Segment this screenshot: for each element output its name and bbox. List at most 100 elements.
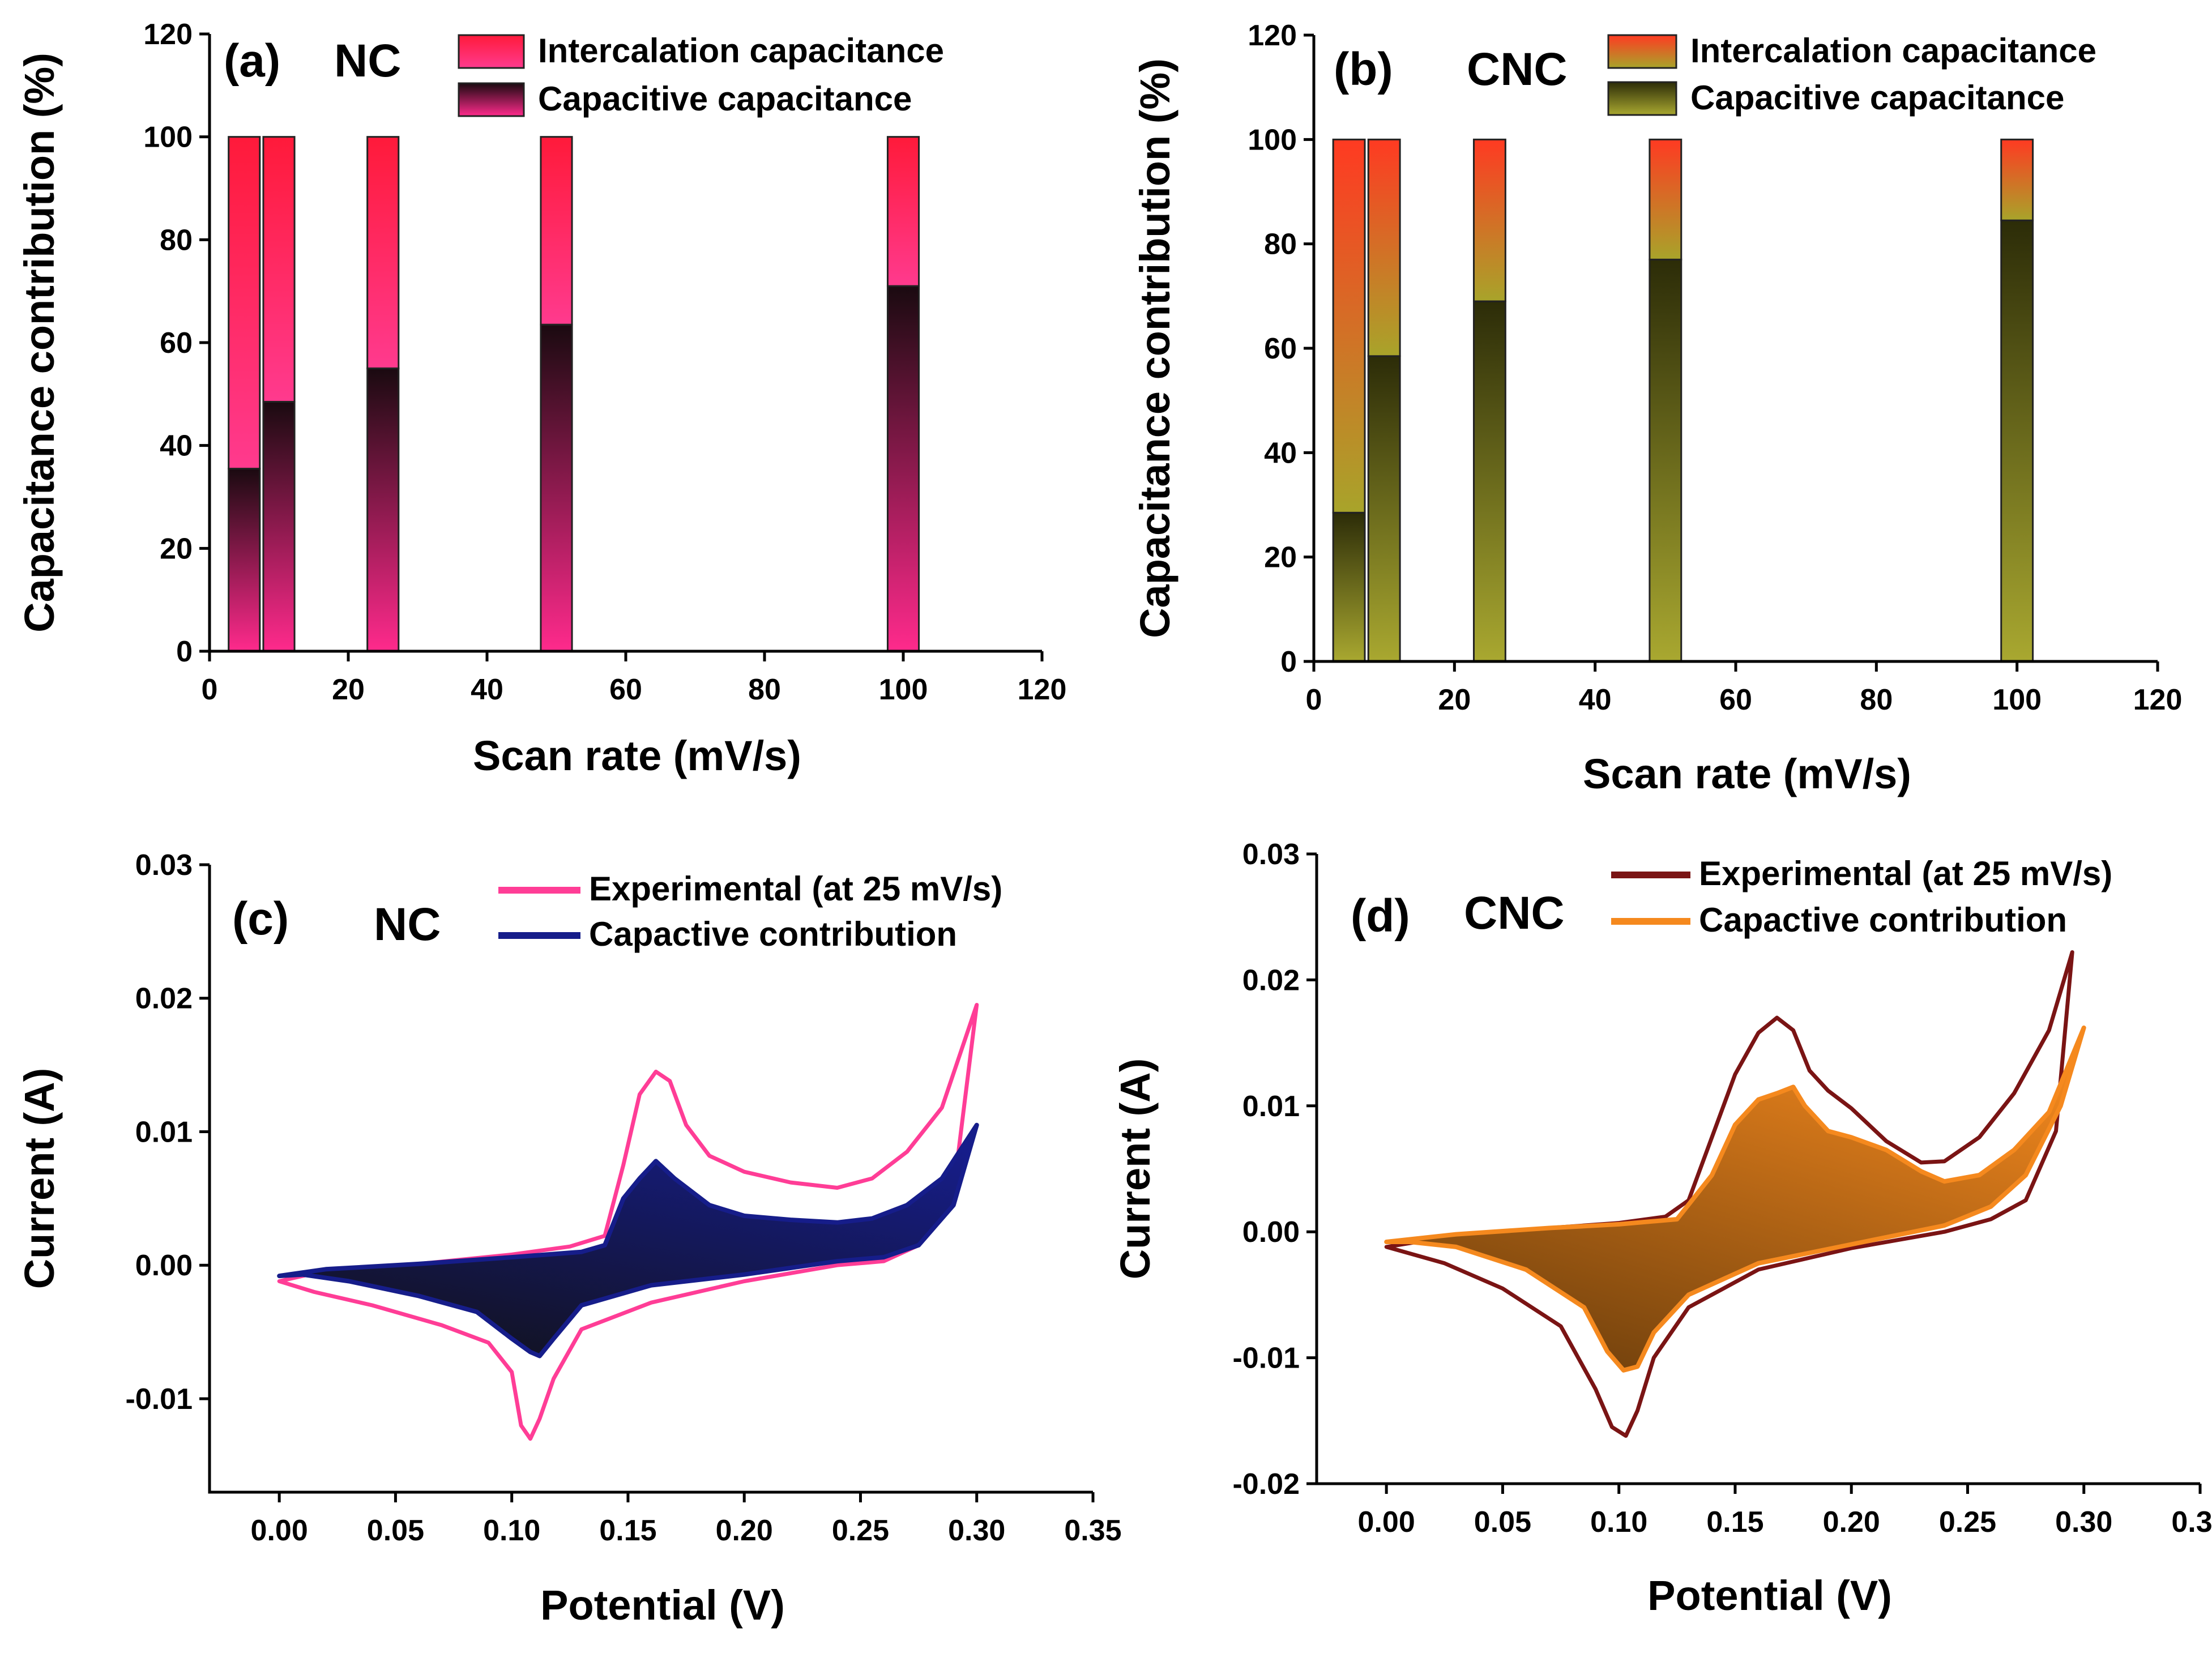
panel-label: (d) xyxy=(1351,890,1410,942)
y-tick-label: 0 xyxy=(1280,646,1297,678)
x-tick-label: 0.30 xyxy=(2055,1506,2112,1539)
x-tick-label: 60 xyxy=(1719,684,1752,716)
sample-label: NC xyxy=(334,35,401,87)
legend-label-capacitive: Capacitive capacitance xyxy=(1690,79,2064,117)
y-tick-label: -0.02 xyxy=(1232,1468,1300,1501)
panel-a-scan-rate-bar-chart: Intercalation capacitance Capacitive capa… xyxy=(16,18,1066,779)
y-tick-label: 80 xyxy=(160,224,193,257)
capacitive-bar-5 xyxy=(1332,511,1366,663)
x-tick-label: 0.25 xyxy=(832,1514,889,1547)
y-tick-label: 60 xyxy=(160,327,193,360)
x-tick-label: 20 xyxy=(1438,684,1471,716)
legend-label-capacitive: Capactive contribution xyxy=(1699,901,2067,939)
y-tick-label: -0.01 xyxy=(125,1383,193,1416)
legend-label-intercalation: Intercalation capacitance xyxy=(1690,32,2096,70)
x-tick-label: 0.10 xyxy=(1590,1506,1647,1539)
x-tick-label: 60 xyxy=(609,673,642,706)
x-axis-label: Scan rate (mV/s) xyxy=(1583,750,1911,797)
panel-c-cv-curve-chart: Experimental (at 25 mV/s) Capactive contr… xyxy=(16,849,1122,1629)
y-tick-label: 0.01 xyxy=(135,1116,193,1148)
x-tick-label: 80 xyxy=(748,673,781,706)
legend-label-experimental: Experimental (at 25 mV/s) xyxy=(589,870,1002,908)
x-tick-label: 120 xyxy=(1018,673,1067,706)
capacitive-bar-5 xyxy=(228,468,261,652)
y-tick-label: 0.01 xyxy=(1242,1090,1300,1123)
y-tick-label: 100 xyxy=(143,121,193,154)
legend-label-experimental: Experimental (at 25 mV/s) xyxy=(1699,855,2112,892)
y-axis-label: Current (A) xyxy=(1112,1058,1159,1280)
y-tick-label: 120 xyxy=(143,18,193,51)
x-tick-label: 0 xyxy=(1306,684,1322,716)
capacitive-bar-10 xyxy=(262,400,296,652)
intercalation-bar-50 xyxy=(1649,138,1683,260)
x-tick-label: 0.30 xyxy=(948,1514,1005,1547)
y-tick-label: 20 xyxy=(160,532,193,565)
legend-swatch-capacitive xyxy=(458,82,525,117)
panel-b-scan-rate-bar-chart: Intercalation capacitance Capacitive capa… xyxy=(1131,19,2182,797)
capacitive-bar-100 xyxy=(886,285,920,652)
x-tick-label: 0.10 xyxy=(483,1514,540,1547)
y-tick-label: 100 xyxy=(1248,123,1297,156)
y-tick-label: 0.03 xyxy=(135,849,193,882)
intercalation-bar-10 xyxy=(1367,138,1401,357)
series-capacitive-contribution-area xyxy=(277,1122,979,1359)
capacitive-bar-100 xyxy=(2000,219,2034,663)
intercalation-bar-100 xyxy=(886,136,920,287)
legend-swatch-capacitive xyxy=(1607,81,1677,116)
legend-swatch-intercalation xyxy=(458,34,525,69)
capacitive-bar-10 xyxy=(1367,355,1401,663)
legend-swatch-intercalation xyxy=(1607,34,1677,69)
y-tick-label: 20 xyxy=(1264,541,1297,574)
capacitive-bar-50 xyxy=(1649,258,1683,663)
x-tick-label: 0.20 xyxy=(1823,1506,1880,1539)
series-experimental-line xyxy=(1384,950,2074,1438)
legend-label-intercalation: Intercalation capacitance xyxy=(538,32,944,70)
intercalation-bar-25 xyxy=(366,136,400,369)
x-tick-label: 0.35 xyxy=(1064,1514,1121,1547)
y-tick-label: 40 xyxy=(160,430,193,463)
sample-label: NC xyxy=(374,899,441,950)
x-tick-label: 100 xyxy=(879,673,928,706)
panel-label: (b) xyxy=(1334,44,1393,95)
x-tick-label: 100 xyxy=(1992,684,2042,716)
y-tick-label: 120 xyxy=(1248,19,1297,52)
intercalation-bar-50 xyxy=(540,136,573,326)
x-tick-label: 0 xyxy=(202,673,218,706)
x-tick-label: 0.00 xyxy=(1358,1506,1415,1539)
panel-d-cv-curve-chart: Experimental (at 25 mV/s) Capactive contr… xyxy=(1112,838,2212,1619)
sample-label: CNC xyxy=(1464,887,1565,939)
y-tick-label: 40 xyxy=(1264,437,1297,469)
x-tick-label: 0.05 xyxy=(367,1514,424,1547)
x-axis-label: Scan rate (mV/s) xyxy=(473,732,801,779)
x-tick-label: 0.20 xyxy=(716,1514,773,1547)
y-axis-label: Capacitance contribution (%) xyxy=(16,53,63,633)
intercalation-bar-25 xyxy=(1472,138,1506,302)
x-axis-label: Potential (V) xyxy=(540,1582,785,1629)
sample-label: CNC xyxy=(1467,44,1568,95)
x-tick-label: 0.00 xyxy=(251,1514,308,1547)
y-tick-label: 80 xyxy=(1264,228,1297,261)
y-tick-label: 0 xyxy=(176,635,193,668)
x-tick-label: 0.35 xyxy=(2171,1506,2212,1539)
x-tick-label: 0.15 xyxy=(1706,1506,1763,1539)
x-axis-label: Potential (V) xyxy=(1647,1572,1892,1619)
axes-frame xyxy=(208,865,1093,1494)
y-tick-label: 0.00 xyxy=(1242,1216,1300,1249)
intercalation-bar-5 xyxy=(1332,138,1366,514)
y-tick-label: 60 xyxy=(1264,332,1297,365)
capacitive-bar-25 xyxy=(366,367,400,652)
y-tick-label: 0.02 xyxy=(1242,964,1300,997)
x-tick-label: 80 xyxy=(1860,684,1893,716)
y-axis-label: Capacitance contribution (%) xyxy=(1131,58,1178,638)
x-tick-label: 120 xyxy=(2133,684,2183,716)
panel-label: (c) xyxy=(232,893,289,945)
x-tick-label: 0.25 xyxy=(1939,1506,1996,1539)
capacitive-bar-50 xyxy=(540,323,573,652)
x-tick-label: 20 xyxy=(332,673,365,706)
x-tick-label: 0.15 xyxy=(599,1514,656,1547)
intercalation-bar-5 xyxy=(228,136,261,470)
y-axis-label: Current (A) xyxy=(16,1068,63,1289)
intercalation-bar-100 xyxy=(2000,138,2034,221)
x-tick-label: 40 xyxy=(471,673,503,706)
